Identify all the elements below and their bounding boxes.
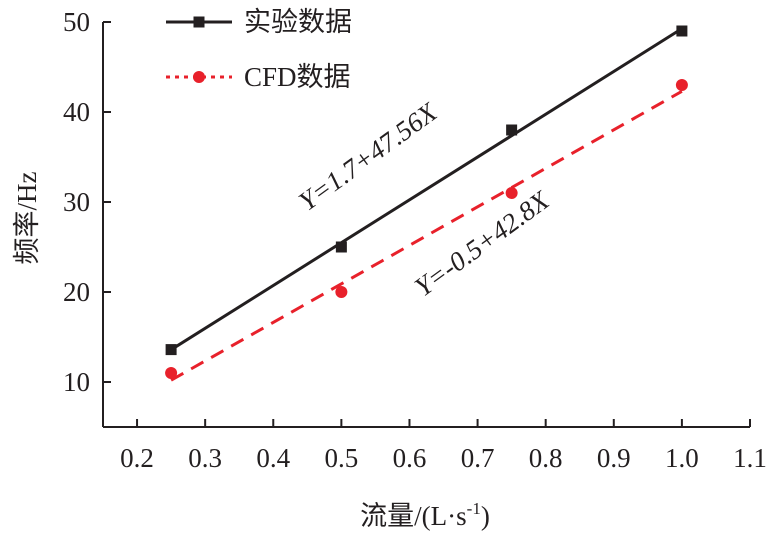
fit-lines: [170, 27, 683, 382]
point-series-1: [165, 344, 177, 356]
point-series-2: [165, 367, 178, 379]
x-tick-label: 0.5: [324, 443, 358, 473]
point-series-2: [505, 187, 518, 199]
x-tick-label: 0.9: [597, 443, 631, 473]
point-series-2: [335, 286, 348, 298]
legend-label-series-1: 实验数据: [244, 7, 352, 37]
fit-equation-series-1: Y=1.7+47.56X: [293, 96, 443, 217]
x-tick-label: 0.7: [461, 443, 495, 473]
fit-line-series-2: [170, 89, 683, 382]
y-tick-label: 50: [63, 7, 90, 37]
fit-line-series-1: [170, 27, 683, 351]
y-tick-label: 20: [63, 277, 90, 307]
point-series-2: [675, 79, 688, 91]
point-series-1: [506, 124, 518, 136]
y-tick-label: 30: [63, 187, 90, 217]
y-tick-label: 10: [63, 367, 90, 397]
legend-marker-series-1: [193, 16, 205, 28]
point-series-1: [676, 25, 688, 37]
axes: [102, 22, 750, 428]
y-axis-ticks: 10 20 30 40 50: [63, 7, 111, 397]
x-tick-label: 0.3: [188, 443, 222, 473]
legend-label-series-2: CFD数据: [244, 62, 351, 92]
x-axis-title: 流量/(L·s-1): [360, 499, 490, 531]
legend-marker-series-2: [193, 71, 205, 83]
x-axis-title-tail: ): [481, 501, 490, 531]
x-axis-title-sup: -1: [467, 499, 481, 518]
x-tick-label: 0.8: [529, 443, 563, 473]
x-tick-label: 1.0: [665, 443, 699, 473]
legend: 实验数据 CFD数据: [166, 7, 352, 92]
x-tick-label: 1.1: [733, 443, 767, 473]
data-points: [165, 25, 688, 379]
y-tick-label: 40: [63, 97, 90, 127]
x-tick-label: 0.6: [393, 443, 427, 473]
point-series-1: [335, 241, 347, 253]
x-axis-title-main: 流量/(L·s: [360, 501, 466, 531]
x-axis-ticks: 0.2 0.3 0.4 0.5 0.6 0.7 0.8 0.9 1.0 1.1: [120, 419, 767, 473]
x-tick-label: 0.4: [256, 443, 290, 473]
y-axis-title: 频率/Hz: [12, 171, 42, 264]
x-tick-label: 0.2: [120, 443, 154, 473]
fit-equation-series-2: Y=-0.5+42.8X: [409, 184, 556, 302]
